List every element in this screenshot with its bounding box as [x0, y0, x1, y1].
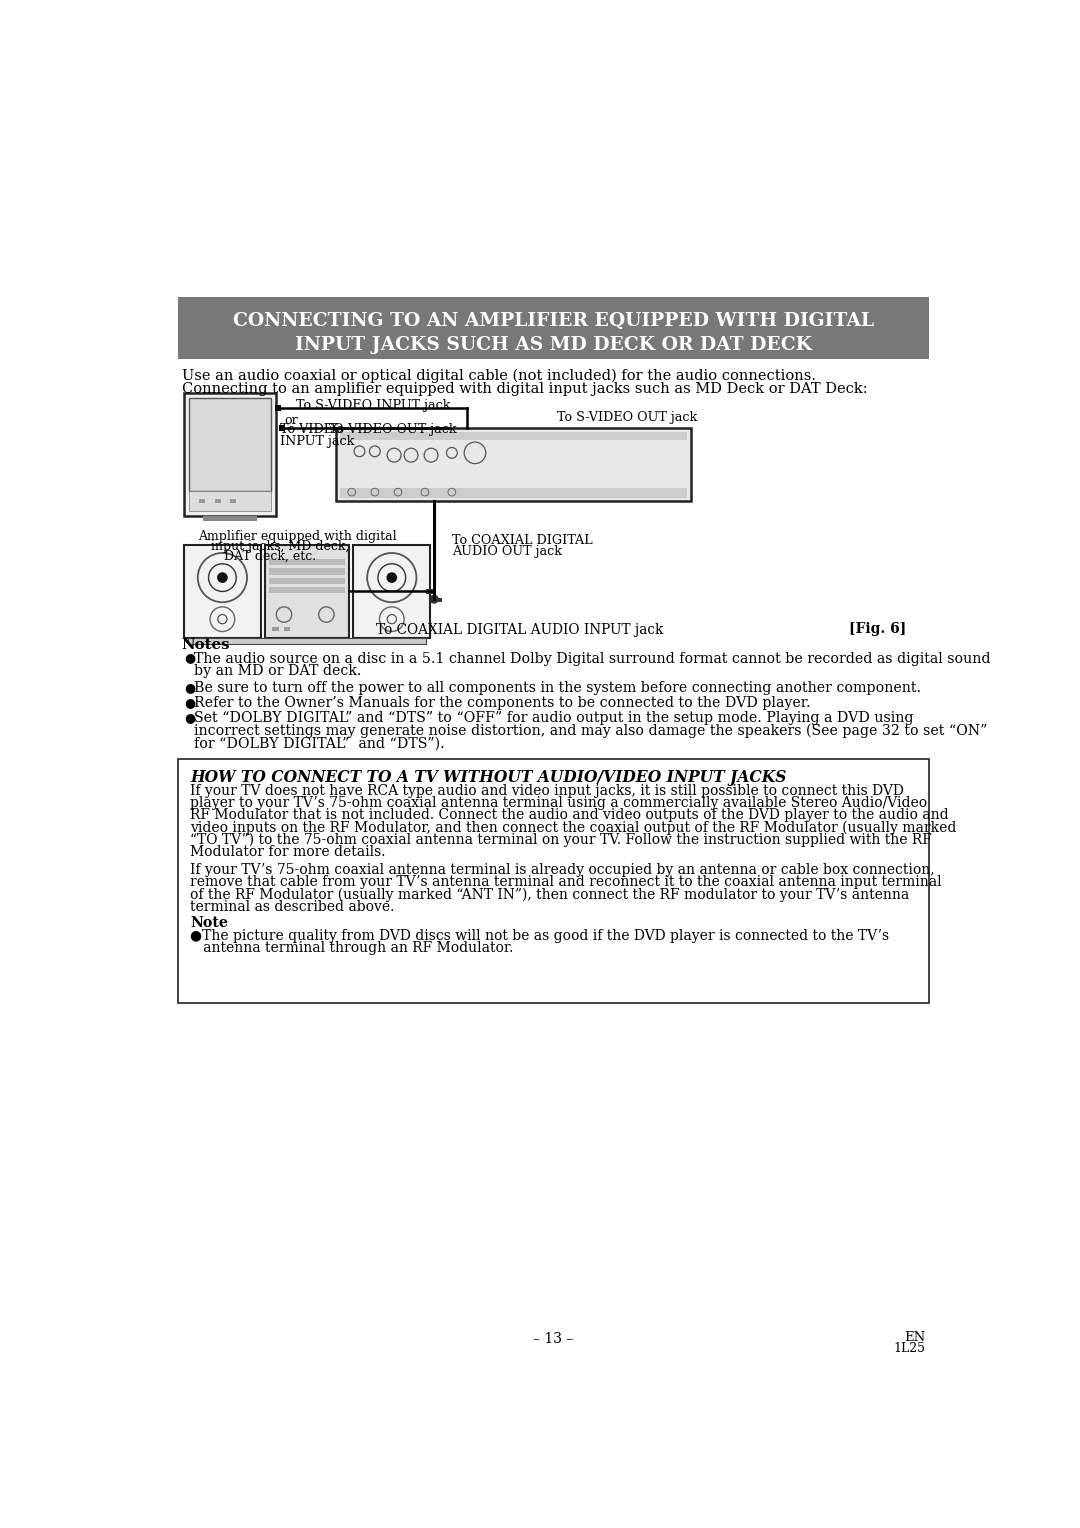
Text: player to your TV’s 75-ohm coaxial antenna terminal using a commercially availab: player to your TV’s 75-ohm coaxial anten…: [190, 796, 928, 810]
Bar: [269, 578, 345, 584]
Text: AUDIO OUT jack: AUDIO OUT jack: [451, 545, 562, 558]
Text: The audio source on a disc in a 5.1 channel Dolby Digital surround format cannot: The audio source on a disc in a 5.1 chan…: [194, 651, 990, 666]
Bar: [272, 626, 279, 631]
Text: To S-VIDEO OUT jack: To S-VIDEO OUT jack: [557, 411, 698, 425]
Bar: [230, 500, 237, 503]
Text: of the RF Modulator (usually marked “ANT IN”), then connect the RF modulator to : of the RF Modulator (usually marked “ANT…: [190, 888, 909, 902]
Text: Set “DOLBY DIGITAL” and “DTS” to “OFF” for audio output in the setup mode. Playi: Set “DOLBY DIGITAL” and “DTS” to “OFF” f…: [194, 711, 914, 724]
Text: To COAXIAL DIGITAL AUDIO INPUT jack: To COAXIAL DIGITAL AUDIO INPUT jack: [377, 623, 664, 637]
Text: Connecting to an amplifier equipped with digital input jacks such as MD Deck or : Connecting to an amplifier equipped with…: [181, 382, 867, 396]
Text: Be sure to turn off the power to all components in the system before connecting : Be sure to turn off the power to all com…: [194, 681, 921, 695]
Text: incorrect settings may generate noise distortion, and may also damage the speake: incorrect settings may generate noise di…: [194, 724, 987, 738]
Circle shape: [218, 573, 227, 582]
Text: for “DOLBY DIGITAL”  and “DTS”).: for “DOLBY DIGITAL” and “DTS”).: [194, 736, 445, 750]
Bar: [269, 587, 345, 593]
Bar: [178, 758, 929, 1004]
Bar: [184, 393, 276, 516]
Text: Refer to the Owner’s Manuals for the components to be connected to the DVD playe: Refer to the Owner’s Manuals for the com…: [194, 695, 810, 711]
Text: ●The picture quality from DVD discs will not be as good if the DVD player is con: ●The picture quality from DVD discs will…: [190, 929, 889, 943]
Bar: [284, 626, 291, 631]
Text: ●: ●: [184, 711, 195, 724]
Bar: [269, 559, 345, 565]
Text: INPUT jack: INPUT jack: [280, 435, 354, 448]
Text: “TO TV”) to the 75-ohm coaxial antenna terminal on your TV. Follow the instructi: “TO TV”) to the 75-ohm coaxial antenna t…: [190, 833, 932, 847]
Bar: [184, 545, 261, 637]
Text: To VIDEO: To VIDEO: [280, 423, 343, 435]
Bar: [427, 599, 442, 602]
Text: INPUT JACKS SUCH AS MD DECK OR DAT DECK: INPUT JACKS SUCH AS MD DECK OR DAT DECK: [295, 336, 812, 354]
Text: 1L25: 1L25: [893, 1342, 926, 1355]
Circle shape: [430, 596, 438, 604]
Bar: [189, 492, 271, 510]
Text: Note: Note: [190, 915, 228, 929]
Text: by an MD or DAT deck.: by an MD or DAT deck.: [194, 665, 362, 678]
Text: ●: ●: [184, 695, 195, 709]
Text: To COAXIAL DIGITAL: To COAXIAL DIGITAL: [451, 533, 593, 547]
Text: To S-VIDEO INPUT jack: To S-VIDEO INPUT jack: [296, 399, 450, 413]
Bar: [340, 432, 687, 440]
Text: [Fig. 6]: [Fig. 6]: [849, 622, 906, 636]
Text: Notes: Notes: [181, 637, 230, 651]
Text: ●: ●: [184, 651, 195, 665]
Text: input jacks, MD deck,: input jacks, MD deck,: [211, 539, 349, 553]
Bar: [274, 405, 281, 411]
Bar: [203, 516, 257, 521]
Text: If your TV does not have RCA type audio and video input jacks, it is still possi: If your TV does not have RCA type audio …: [190, 784, 904, 798]
Bar: [340, 487, 687, 498]
Text: HOW TO CONNECT TO A TV WITHOUT AUDIO/VIDEO INPUT JACKS: HOW TO CONNECT TO A TV WITHOUT AUDIO/VID…: [190, 769, 786, 785]
Circle shape: [387, 573, 396, 582]
Bar: [269, 568, 345, 575]
Text: Amplifier equipped with digital: Amplifier equipped with digital: [198, 530, 396, 542]
Text: remove that cable from your TV’s antenna terminal and reconnect it to the coaxia: remove that cable from your TV’s antenna…: [190, 876, 942, 889]
Bar: [200, 500, 205, 503]
Text: Use an audio coaxial or optical digital cable (not included) for the audio conne: Use an audio coaxial or optical digital …: [181, 368, 815, 382]
Bar: [215, 500, 220, 503]
Bar: [189, 399, 271, 490]
Text: DAT deck, etc.: DAT deck, etc.: [224, 550, 316, 562]
Text: EN: EN: [904, 1331, 926, 1343]
Bar: [279, 425, 285, 431]
Bar: [353, 545, 430, 637]
Bar: [265, 545, 350, 637]
Text: video inputs on the RF Modulator, and then connect the coaxial output of the RF : video inputs on the RF Modulator, and th…: [190, 821, 957, 834]
Text: To VIDEO OUT jack: To VIDEO OUT jack: [328, 423, 456, 435]
Bar: [178, 298, 929, 359]
Bar: [427, 590, 434, 594]
Text: antenna terminal through an RF Modulator.: antenna terminal through an RF Modulator…: [190, 941, 513, 955]
Text: ●: ●: [184, 681, 195, 694]
Bar: [188, 637, 427, 643]
Text: – 13 –: – 13 –: [534, 1332, 573, 1346]
Text: If your TV’s 75-ohm coaxial antenna terminal is already occupied by an antenna o: If your TV’s 75-ohm coaxial antenna term…: [190, 863, 934, 877]
Text: Modulator for more details.: Modulator for more details.: [190, 845, 386, 859]
Text: RF Modulator that is not included. Connect the audio and video outputs of the DV: RF Modulator that is not included. Conne…: [190, 808, 948, 822]
Text: terminal as described above.: terminal as described above.: [190, 900, 394, 914]
Text: CONNECTING TO AN AMPLIFIER EQUIPPED WITH DIGITAL: CONNECTING TO AN AMPLIFIER EQUIPPED WITH…: [233, 312, 874, 330]
Text: or: or: [284, 414, 298, 428]
Bar: [336, 428, 690, 501]
